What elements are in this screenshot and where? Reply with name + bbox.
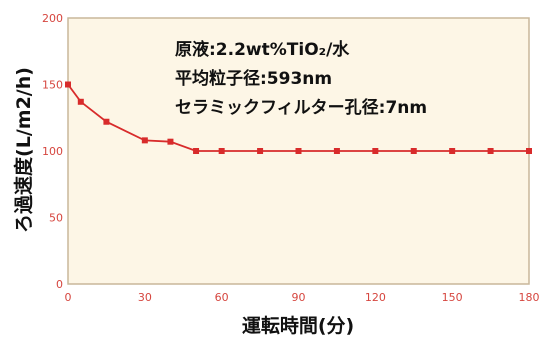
data-point xyxy=(487,148,494,154)
y-tick-labels: 0 50 100 150 200 xyxy=(42,12,63,291)
series-layer xyxy=(65,81,532,154)
y-axis-label: ろ過速度(L/m2/h) xyxy=(12,67,35,233)
x-axis-label: 運転時間(分) xyxy=(242,315,354,337)
y-tick-label: 50 xyxy=(49,212,63,225)
data-point xyxy=(103,118,110,125)
data-point xyxy=(141,137,148,144)
y-tick-label: 100 xyxy=(42,145,63,158)
x-tick-label: 60 xyxy=(215,291,229,304)
data-point xyxy=(77,98,84,105)
data-point xyxy=(218,148,225,154)
data-point xyxy=(372,148,379,154)
y-tick-label: 200 xyxy=(42,12,63,25)
y-tick-label: 0 xyxy=(56,278,63,291)
data-point xyxy=(257,148,264,154)
data-point xyxy=(333,148,340,154)
x-tick-labels: 0 30 60 90 120 150 180 xyxy=(65,291,540,304)
x-tick-label: 90 xyxy=(292,291,306,304)
x-tick-label: 180 xyxy=(519,291,540,304)
data-point xyxy=(167,138,174,145)
data-point xyxy=(295,148,302,154)
annotation-solution: 原液:2.2wt%TiO₂/水 xyxy=(175,39,350,60)
x-tick-label: 0 xyxy=(65,291,72,304)
x-tick-label: 120 xyxy=(365,291,386,304)
annotation-particle-size: 平均粒子径:593nm xyxy=(175,68,332,89)
data-point xyxy=(449,148,456,154)
x-tick-label: 150 xyxy=(442,291,463,304)
x-tick-label: 30 xyxy=(138,291,152,304)
annotation-filter-pore: セラミックフィルター孔径:7nm xyxy=(175,97,427,118)
data-point xyxy=(410,148,417,154)
data-point xyxy=(193,148,200,154)
data-point xyxy=(526,148,532,154)
data-point xyxy=(65,81,71,88)
y-tick-label: 150 xyxy=(42,79,63,92)
